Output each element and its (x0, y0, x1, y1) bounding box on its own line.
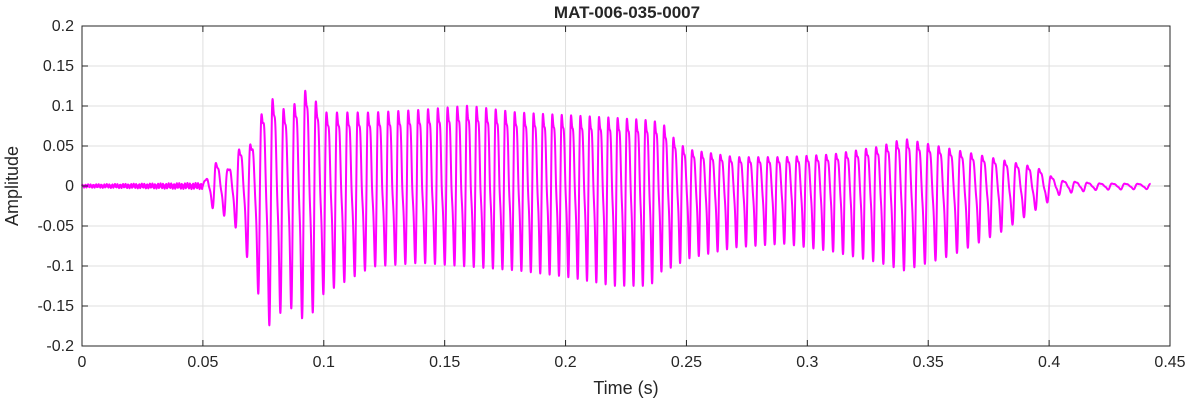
x-tick-label: 0.05 (187, 354, 218, 371)
x-axis-label: Time (s) (593, 378, 658, 398)
y-tick-label: 0.15 (43, 58, 74, 75)
y-axis-label: Amplitude (2, 146, 22, 226)
x-tick-label: 0.1 (313, 354, 335, 371)
y-tick-label: 0.05 (43, 138, 74, 155)
y-tick-label: -0.1 (46, 258, 74, 275)
y-axis: -0.2 -0.15 -0.1 -0.05 0 0.05 0.1 0.15 0.2 (38, 18, 1170, 355)
x-tick-label: 0.45 (1154, 354, 1185, 371)
y-tick-label: 0.2 (52, 18, 74, 35)
x-tick-label: 0.4 (1038, 354, 1060, 371)
series-waveform-line (81, 89, 1152, 327)
x-axis: 0 0.05 0.1 0.15 0.2 0.25 0.3 0.35 0.4 0.45 (78, 26, 1186, 371)
x-tick-label: 0.3 (796, 354, 818, 371)
y-tick-label: -0.15 (38, 298, 75, 315)
x-tick-label: 0.25 (671, 354, 702, 371)
y-tick-label: 0 (65, 178, 74, 195)
chart-title: MAT-006-035-0007 (554, 3, 700, 22)
y-tick-label: 0.1 (52, 98, 74, 115)
x-tick-label: 0 (78, 354, 87, 371)
y-tick-label: -0.2 (46, 338, 74, 355)
x-tick-label: 0.35 (913, 354, 944, 371)
plot-area[interactable] (81, 89, 1152, 327)
x-tick-label: 0.2 (554, 354, 576, 371)
x-tick-label: 0.15 (429, 354, 460, 371)
y-tick-label: -0.05 (38, 218, 75, 235)
